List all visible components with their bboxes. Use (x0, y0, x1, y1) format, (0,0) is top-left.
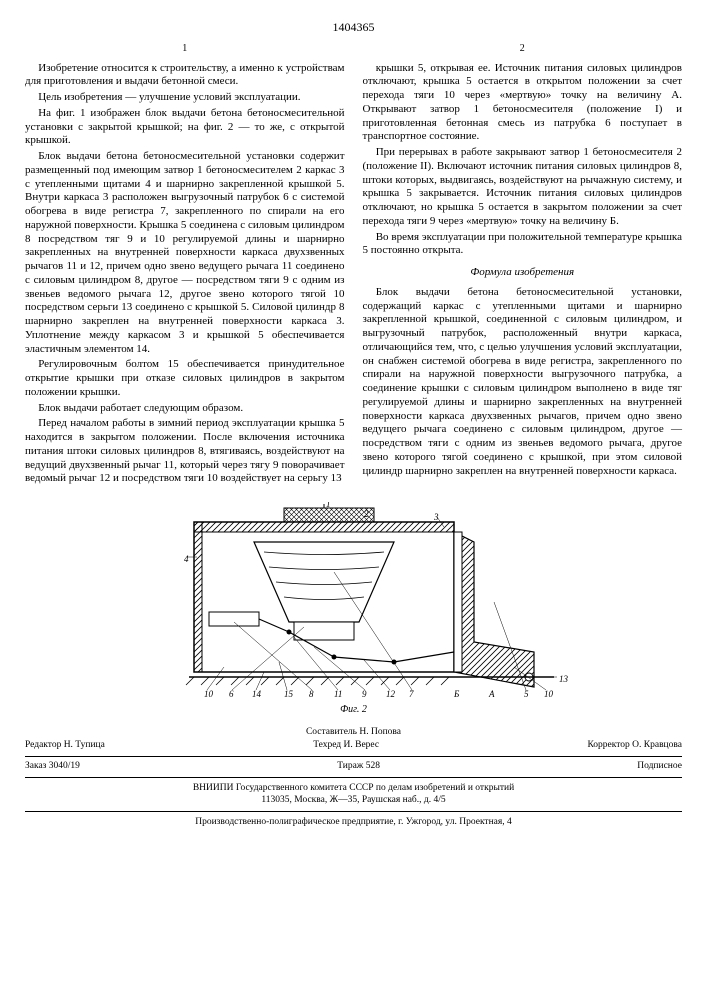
para: Цель изобретения — улучшение условий экс… (25, 91, 345, 105)
footer-corrector: Корректор О. Кравцова (587, 740, 682, 752)
footer: Составитель Н. Попова Редактор Н. Тупица… (25, 727, 682, 829)
svg-text:9: 9 (362, 689, 367, 699)
footer-line1: ВНИИПИ Государственного комитета СССР по… (25, 782, 682, 794)
svg-text:8: 8 (309, 689, 314, 699)
footer-tirazh: Тираж 528 (337, 761, 380, 773)
svg-text:1: 1 (326, 502, 331, 509)
svg-text:2: 2 (364, 509, 369, 519)
svg-text:15: 15 (284, 689, 294, 699)
svg-text:Б: Б (453, 689, 460, 699)
footer-order-row: Заказ 3040/19 Тираж 528 Подписное (25, 756, 682, 773)
footer-order: Заказ 3040/19 (25, 761, 80, 773)
footer-line3: Производственно-полиграфическое предприя… (25, 816, 682, 828)
svg-text:5: 5 (524, 689, 529, 699)
figure-svg: 1 2 4 3 10 6 14 15 8 11 9 12 7 Б А 5 10 … (134, 502, 574, 702)
para: Изобретение относится к строительству, а… (25, 62, 345, 90)
para: Блок выдачи работает следующим образом. (25, 402, 345, 416)
footer-credits: Редактор Н. Тупица Техред И. Верес Корре… (25, 740, 682, 752)
footer-compiler: Составитель Н. Попова (25, 727, 682, 739)
para: На фиг. 1 изображен блок выдачи бетона б… (25, 107, 345, 148)
formula-title: Формула изобретения (363, 266, 683, 280)
column-left: 1 Изобретение относится к строительству,… (25, 43, 345, 488)
svg-text:14: 14 (252, 689, 262, 699)
col1-number: 1 (25, 43, 345, 56)
footer-line2: 113035, Москва, Ж—35, Раушская наб., д. … (25, 794, 682, 806)
para: Во время эксплуатации при положительной … (363, 231, 683, 259)
svg-text:12: 12 (386, 689, 396, 699)
text-columns: 1 Изобретение относится к строительству,… (25, 43, 682, 488)
svg-text:10: 10 (204, 689, 214, 699)
col2-number: 2 (363, 43, 683, 56)
svg-text:10: 10 (544, 689, 554, 699)
svg-text:13: 13 (559, 674, 569, 684)
footer-tech: Техред И. Верес (313, 740, 379, 752)
para: Блок выдачи бетона бетоносмесительной ус… (25, 150, 345, 356)
footer-editor: Редактор Н. Тупица (25, 740, 105, 752)
svg-text:11: 11 (334, 689, 342, 699)
svg-text:4: 4 (184, 554, 189, 564)
para: Перед началом работы в зимний период экс… (25, 417, 345, 486)
svg-text:6: 6 (229, 689, 234, 699)
footer-subscr: Подписное (637, 761, 682, 773)
footer-print: Производственно-полиграфическое предприя… (25, 811, 682, 828)
patent-number: 1404365 (25, 20, 682, 35)
figure-2: 1 2 4 3 10 6 14 15 8 11 9 12 7 Б А 5 10 … (25, 502, 682, 717)
figure-caption: Фиг. 2 (25, 704, 682, 717)
svg-text:3: 3 (433, 512, 439, 522)
svg-text:7: 7 (409, 689, 414, 699)
para: Блок выдачи бетона бетоносмесительной ус… (363, 286, 683, 479)
para: Регулировочным болтом 15 обеспечивается … (25, 358, 345, 399)
para: крышки 5, открывая ее. Источник питания … (363, 62, 683, 145)
footer-org: ВНИИПИ Государственного комитета СССР по… (25, 777, 682, 807)
para: При перерывах в работе закрывают затвор … (363, 146, 683, 229)
column-right: 2 крышки 5, открывая ее. Источник питани… (363, 43, 683, 488)
svg-text:А: А (488, 689, 495, 699)
